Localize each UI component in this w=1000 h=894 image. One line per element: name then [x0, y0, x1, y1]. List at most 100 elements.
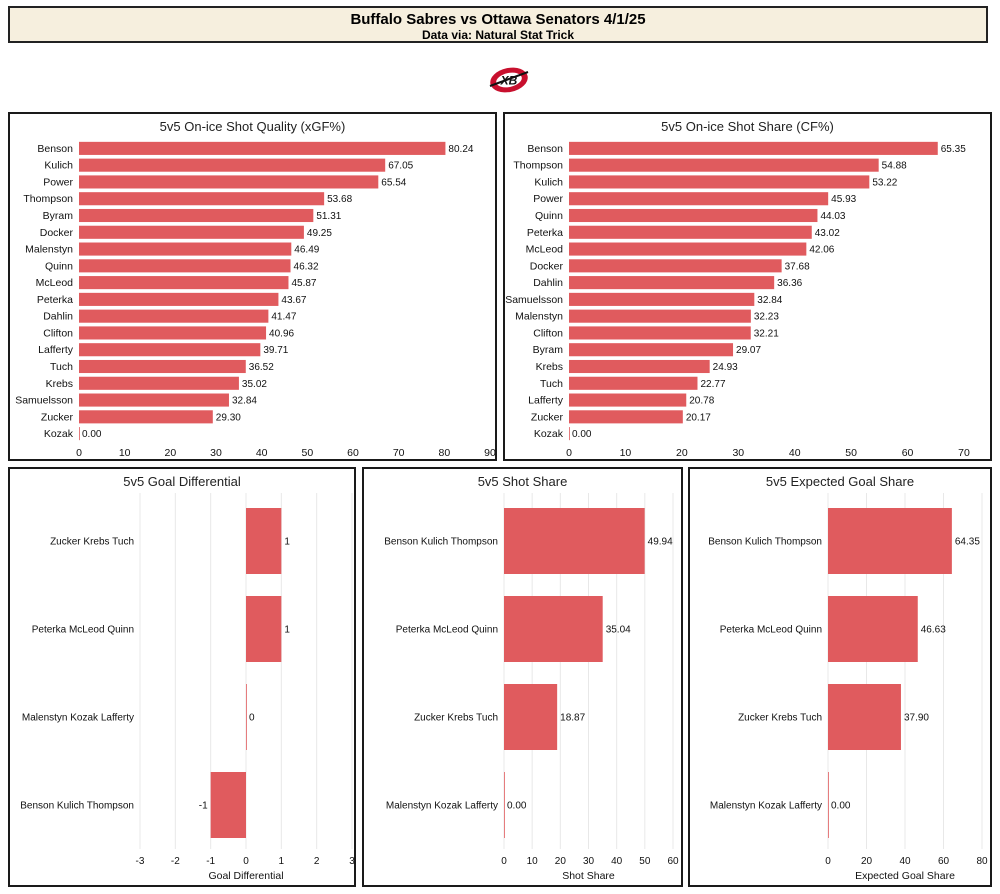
data-label: 42.06 [809, 245, 834, 256]
tick-label: 0 [243, 856, 249, 867]
bar [569, 259, 782, 273]
data-label: 39.71 [263, 345, 288, 356]
xgf-pct-bar-chart: Benson 80.24 Kulich 67.05 Power 65.54 Thompson… [15, 141, 496, 459]
bar [504, 596, 603, 662]
report-subtitle: Data via: Natural Stat Trick [421, 28, 575, 42]
category-label: Benson [37, 143, 73, 155]
data-label: 1 [284, 625, 290, 636]
data-label: 32.84 [232, 396, 257, 407]
data-label: 45.87 [291, 278, 316, 289]
bar [79, 242, 292, 256]
tick-label: 10 [119, 447, 131, 459]
category-label: Benson [527, 143, 563, 155]
category-label: Docker [530, 260, 564, 272]
data-label: 80.24 [448, 144, 473, 155]
category-label: Malenstyn Kozak Lafferty [386, 801, 498, 812]
tick-label: 20 [676, 447, 688, 459]
data-label: 45.93 [831, 194, 856, 205]
bar [569, 276, 775, 290]
bar [828, 508, 952, 574]
bar [569, 359, 710, 374]
tick-label: 30 [732, 447, 744, 459]
bar [79, 393, 229, 407]
category-label: Zucker Krebs Tuch [738, 713, 822, 724]
data-label: 43.02 [815, 228, 840, 239]
bar [828, 596, 918, 662]
bar [79, 410, 213, 424]
bar [569, 208, 818, 223]
bar [569, 242, 807, 256]
bar [504, 772, 505, 838]
category-label: Benson Kulich Thompson [20, 801, 134, 812]
x-axis-label: Expected Goal Share [855, 870, 955, 882]
data-label: 22.77 [700, 379, 725, 390]
bar [569, 343, 734, 357]
tick-label: 0 [566, 447, 572, 459]
tick-label: 20 [861, 856, 873, 867]
data-label: 49.94 [648, 537, 673, 548]
data-label: 32.84 [757, 295, 782, 306]
bar [569, 376, 698, 390]
expected-goal-share-bar-chart: Benson Kulich Thompson 64.35 Peterka McLeo… [708, 493, 988, 882]
category-label: Kulich [44, 160, 73, 172]
bar [569, 192, 829, 206]
bar [828, 684, 901, 750]
chart-title: 5v5 Expected Goal Share [765, 474, 915, 489]
tick-label: 0 [825, 856, 831, 867]
category-label: Benson Kulich Thompson [384, 537, 498, 548]
tick-label: 70 [958, 447, 970, 459]
category-label: Thompson [513, 160, 563, 172]
category-label: McLeod [526, 244, 564, 256]
category-label: Peterka McLeod Quinn [720, 625, 822, 636]
data-label: 67.05 [388, 161, 413, 172]
tick-label: 60 [902, 447, 914, 459]
tick-label: 60 [667, 856, 679, 867]
category-label: Quinn [535, 210, 563, 222]
category-label: Malenstyn Kozak Lafferty [22, 713, 134, 724]
bar [504, 684, 558, 750]
data-label: 37.68 [785, 261, 810, 272]
report-title: Buffalo Sabres vs Ottawa Senators 4/1/25 [350, 11, 646, 28]
tick-label: 0 [501, 856, 507, 867]
data-label: 0.00 [82, 429, 102, 440]
bar [79, 158, 386, 172]
category-label: Malenstyn [515, 311, 563, 323]
data-label: 40.96 [269, 328, 294, 339]
data-label: 32.21 [754, 328, 779, 339]
data-label: 0.00 [831, 801, 851, 812]
bar [828, 772, 829, 838]
category-label: Power [43, 176, 73, 188]
tick-label: -1 [206, 856, 215, 867]
data-label: 51.31 [316, 211, 341, 222]
category-label: Byram [43, 210, 74, 222]
bar [79, 141, 446, 155]
x-axis-label: Goal Differential [208, 870, 283, 882]
category-label: Quinn [45, 260, 73, 272]
data-label: 0.00 [507, 801, 527, 812]
data-label: 20.78 [689, 396, 714, 407]
chart-title: 5v5 Shot Share [477, 474, 568, 489]
data-label: 54.88 [882, 161, 907, 172]
category-label: Samuelsson [15, 395, 73, 407]
bar [79, 276, 289, 290]
tick-label: 20 [555, 856, 567, 867]
tick-label: 2 [314, 856, 320, 867]
data-label: 43.67 [281, 295, 306, 306]
cf-pct-bar-chart: Benson 65.35 Thompson 54.88 Kulich 53.22 Power… [505, 141, 970, 459]
tick-label: 0 [76, 447, 82, 459]
tick-label: 60 [347, 447, 359, 459]
category-label: Zucker Krebs Tuch [414, 713, 498, 724]
xgf-pct-panel: 5v5 On-ice Shot Quality (xGF%) Benson 80.… [8, 112, 497, 461]
tick-label: -2 [171, 856, 180, 867]
data-label: 20.17 [686, 412, 711, 423]
data-label: 0 [249, 713, 255, 724]
cf-pct-panel: 5v5 On-ice Shot Share (CF%) Benson 65.35 T… [503, 112, 992, 461]
category-label: Lafferty [528, 395, 564, 407]
category-label: Malenstyn [25, 244, 73, 256]
category-label: Docker [40, 227, 74, 239]
bar [569, 141, 938, 155]
tick-label: 40 [256, 447, 268, 459]
category-label: Tuch [540, 378, 563, 390]
category-label: Krebs [46, 378, 73, 390]
bar [569, 309, 751, 323]
